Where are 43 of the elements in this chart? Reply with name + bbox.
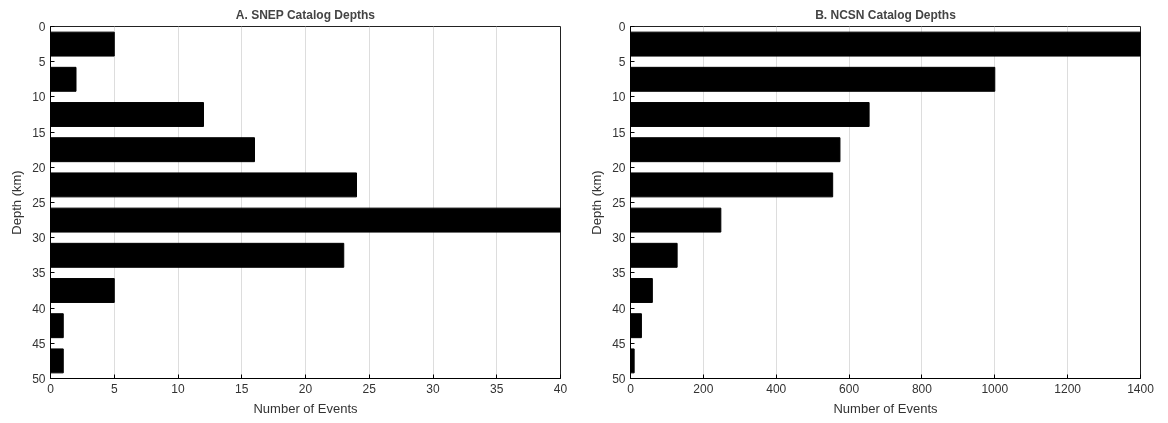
y-tick-label: 30 xyxy=(612,231,626,246)
y-tick-label: 40 xyxy=(612,301,626,316)
x-tick-label: 600 xyxy=(839,381,860,396)
y-axis-title: Depth (km) xyxy=(589,170,605,235)
y-tick-label: 20 xyxy=(612,160,626,175)
y-tick-label: 10 xyxy=(32,90,46,105)
x-tick-label: 800 xyxy=(911,381,933,396)
y-tick-label: 25 xyxy=(612,196,626,210)
x-tick-label: 10 xyxy=(171,381,185,396)
y-tick-label: 40 xyxy=(32,301,46,316)
y-tick-label: 0 xyxy=(618,20,626,34)
y-tick-label: 35 xyxy=(612,266,626,281)
y-tick-label: 30 xyxy=(32,231,46,246)
chart-title: A. SNEP Catalog Depths xyxy=(235,7,376,22)
x-tick-label: 25 xyxy=(362,381,377,396)
y-tick-label: 15 xyxy=(612,125,626,140)
x-tick-label: 1400 xyxy=(1127,381,1155,396)
x-tick-label: 20 xyxy=(298,381,313,396)
x-tick-label: 200 xyxy=(693,381,714,396)
y-tick-label: 20 xyxy=(32,160,46,175)
y-tick-label: 10 xyxy=(612,90,626,105)
chart-title: B. NCSN Catalog Depths xyxy=(815,7,957,22)
y-axis-title: Depth (km) xyxy=(9,170,25,235)
y-tick-label: 5 xyxy=(38,55,46,70)
y-tick-label: 35 xyxy=(32,266,46,281)
y-tick-label: 45 xyxy=(32,336,46,351)
x-axis-title: Number of Events xyxy=(253,400,359,416)
y-tick-label: 45 xyxy=(612,336,626,351)
y-tick-label: 0 xyxy=(38,20,46,34)
x-axis-title: Number of Events xyxy=(833,400,939,416)
x-tick-label: 15 xyxy=(235,381,249,396)
y-tick-label: 50 xyxy=(612,372,626,386)
x-tick-label: 30 xyxy=(426,381,440,396)
y-tick-label: 5 xyxy=(618,55,626,70)
y-tick-label: 50 xyxy=(32,372,46,386)
y-tick-label: 15 xyxy=(32,125,46,140)
x-tick-label: 35 xyxy=(490,381,504,396)
x-tick-label: 1000 xyxy=(981,381,1009,396)
x-tick-label: 1200 xyxy=(1054,381,1082,396)
x-tick-label: 400 xyxy=(766,381,787,396)
y-tick-label: 25 xyxy=(32,196,46,210)
x-tick-label: 5 xyxy=(110,381,118,396)
x-tick-label: 40 xyxy=(553,381,568,396)
